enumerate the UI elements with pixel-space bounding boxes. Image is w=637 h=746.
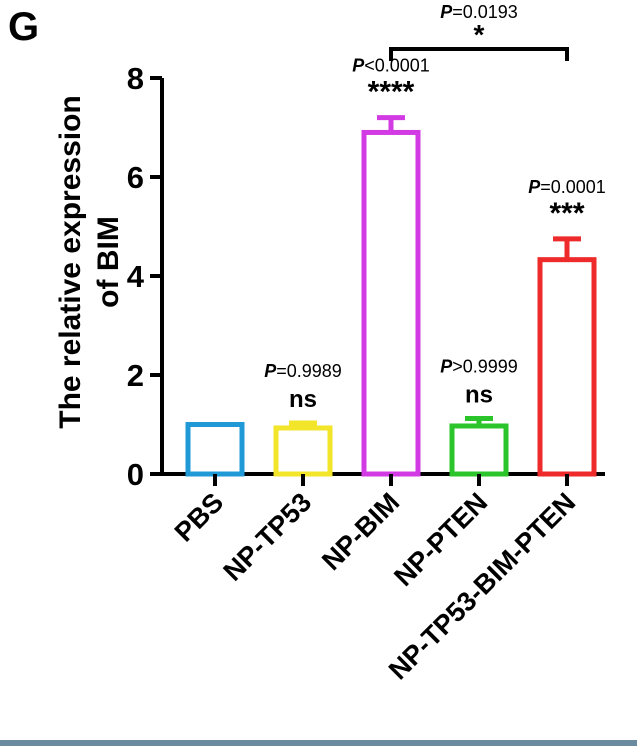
p-value-label: P=0.0001: [528, 177, 606, 197]
bar-np-tp53-bim-pten: [537, 257, 597, 477]
y-tick-label: 8: [127, 61, 144, 96]
panel-label: G: [8, 5, 39, 49]
comparison-bracket: P=0.0193*: [389, 2, 569, 61]
bar-np-pten: [449, 423, 509, 477]
significance-label: ***: [549, 197, 584, 230]
y-axis-title-line-2: of BIM: [92, 216, 125, 308]
bar-np-bim: [361, 129, 421, 477]
x-tick-label: NP-BIM: [316, 487, 405, 576]
bar-np-tp53: [273, 425, 333, 477]
x-tick-label: PBS: [169, 487, 229, 547]
y-tick-label: 2: [127, 358, 144, 393]
p-value: =0.9989: [276, 361, 342, 381]
significance-label: ns: [289, 386, 317, 413]
p-value-label: P>0.9999: [440, 357, 518, 377]
p-value: =0.0001: [540, 177, 606, 197]
y-axis-title-line-1: The relative expression: [54, 95, 87, 429]
p-symbol: P: [440, 2, 453, 22]
p-symbol: P: [528, 177, 541, 197]
p-symbol: P: [264, 361, 277, 381]
significance-label: ****: [368, 76, 415, 109]
y-tick-label: 0: [127, 457, 144, 492]
p-symbol: P: [352, 56, 365, 76]
comparison-p-value: P=0.0193: [440, 2, 518, 22]
p-value-label: P=0.9989: [264, 361, 342, 381]
y-tick-label: 6: [127, 160, 144, 195]
bars: [185, 115, 597, 486]
p-value: <0.0001: [364, 56, 430, 76]
p-value: >0.9999: [452, 357, 518, 377]
bottom-border: [0, 740, 637, 746]
bar-pbs: [185, 422, 245, 477]
p-value-label: P<0.0001: [352, 56, 430, 76]
p-symbol: P: [440, 357, 453, 377]
p-value: =0.0193: [452, 2, 518, 22]
comparison-significance: *: [474, 19, 485, 50]
x-tick-label: NP-TP53: [218, 487, 318, 587]
y-tick-label: 4: [127, 259, 145, 294]
significance-label: ns: [465, 382, 493, 409]
y-axis-title: The relative expression of BIM: [54, 95, 125, 429]
annotations: P=0.9989nsP<0.0001****P>0.9999nsP=0.0001…: [264, 56, 606, 413]
